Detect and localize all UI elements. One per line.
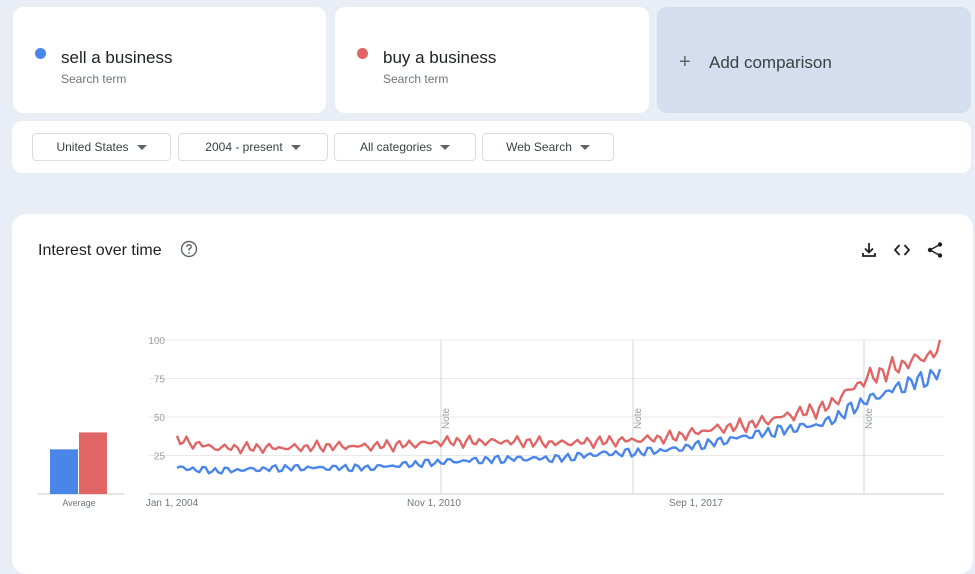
- caret-down-icon: [136, 144, 147, 150]
- download-icon[interactable]: [860, 241, 878, 259]
- add-comparison-label: Add comparison: [709, 53, 832, 72]
- term-sublabel: Search term: [383, 72, 449, 86]
- series-color-dot: [35, 48, 46, 59]
- average-bars: [38, 432, 124, 495]
- time-range-dropdown[interactable]: 2004 - present: [178, 133, 328, 161]
- region-dropdown[interactable]: United States: [32, 133, 171, 161]
- help-icon[interactable]: [180, 240, 198, 258]
- y-tick-label: 50: [154, 413, 166, 424]
- average-bar: [50, 449, 78, 494]
- average-bar: [79, 432, 107, 494]
- panel-title: Interest over time: [38, 242, 162, 259]
- share-icon[interactable]: [926, 241, 944, 259]
- note-marker: Note: [864, 407, 875, 429]
- term-label: sell a business: [61, 48, 173, 67]
- caret-down-icon: [440, 144, 451, 150]
- average-label: Average: [62, 498, 95, 508]
- interest-over-time-panel: Interest over time Note Note Note 25 50 75 10…: [12, 214, 973, 574]
- add-comparison-button[interactable]: + Add comparison: [657, 7, 971, 113]
- term-sublabel: Search term: [61, 72, 127, 86]
- chart-labels: 25 50 75 100 Jan 1, 2004 Nov 1, 2010 Sep 1, 20…: [62, 336, 723, 509]
- time-range-value: 2004 - present: [205, 140, 283, 154]
- series-line: [175, 339, 942, 455]
- chart-series: [175, 339, 942, 475]
- embed-icon[interactable]: [893, 241, 911, 259]
- chart-notes: Note Note Note: [441, 407, 875, 429]
- category-dropdown[interactable]: All categories: [334, 133, 476, 161]
- note-marker: Note: [633, 407, 644, 429]
- series-line: [176, 368, 942, 475]
- x-tick-label: Jan 1, 2004: [146, 498, 199, 509]
- interest-chart: Note Note Note 25 50 75 100 Jan 1, 2004 Nov 1, …: [38, 336, 944, 509]
- y-tick-label: 75: [154, 375, 166, 386]
- term-card-sell[interactable]: sell a business Search term: [13, 7, 326, 113]
- note-marker: Note: [441, 407, 452, 429]
- y-tick-label: 100: [148, 336, 165, 347]
- term-card-buy[interactable]: buy a business Search term: [335, 7, 649, 113]
- plus-icon: +: [679, 51, 691, 73]
- search-type-value: Web Search: [506, 140, 572, 154]
- x-tick-label: Nov 1, 2010: [407, 498, 461, 509]
- x-tick-label: Sep 1, 2017: [669, 498, 723, 509]
- y-tick-label: 25: [154, 452, 166, 463]
- series-color-dot: [357, 48, 368, 59]
- search-type-dropdown[interactable]: Web Search: [482, 133, 614, 161]
- category-value: All categories: [359, 140, 433, 154]
- region-value: United States: [56, 140, 129, 154]
- caret-down-icon: [290, 144, 301, 150]
- caret-down-icon: [579, 144, 590, 150]
- term-label: buy a business: [383, 48, 497, 67]
- filter-bar: United States 2004 - present All categor…: [12, 121, 971, 173]
